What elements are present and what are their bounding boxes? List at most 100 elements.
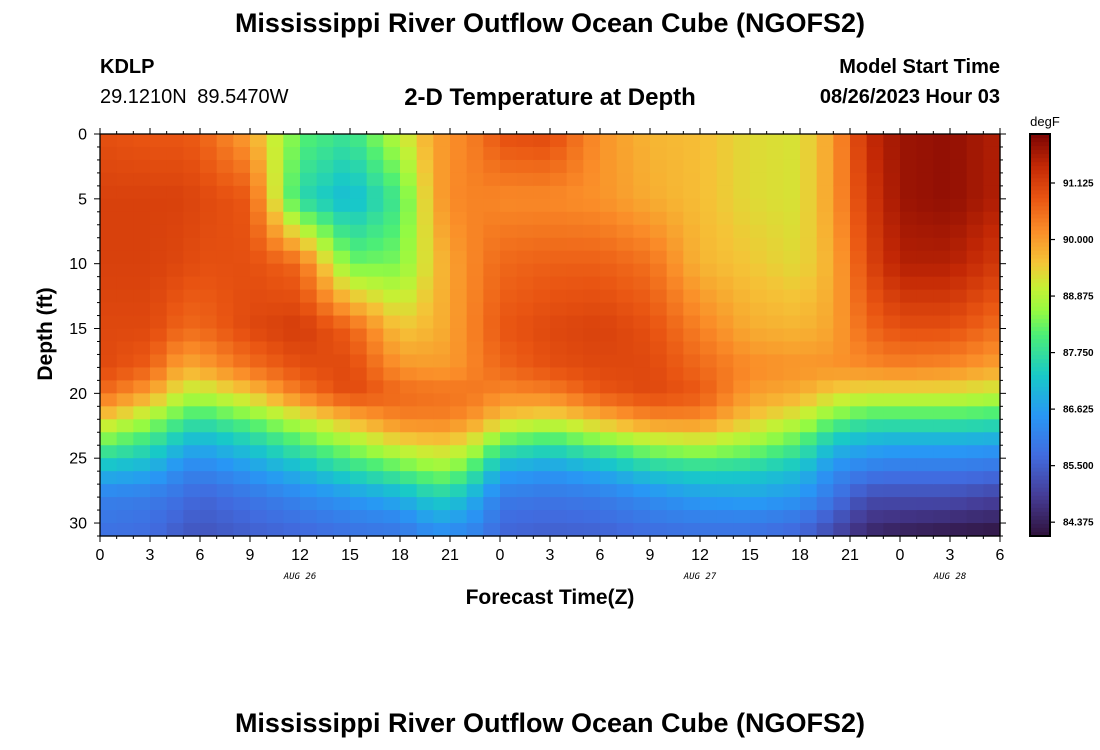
heatmap-cell (100, 341, 118, 356)
heatmap-cell (116, 367, 134, 381)
heatmap-cell (483, 432, 501, 446)
heatmap-cell (150, 134, 168, 148)
heatmap-cell (433, 159, 451, 174)
heatmap-cell (750, 250, 768, 265)
heatmap-cell (183, 224, 201, 239)
heatmap-cell (183, 419, 201, 433)
heatmap-cell (550, 380, 568, 394)
heatmap-cell (733, 484, 751, 498)
heatmap-cell (400, 263, 418, 278)
heatmap-cell (866, 224, 884, 239)
heatmap-cell (183, 523, 201, 537)
heatmap-cell (400, 276, 418, 291)
heatmap-cell (400, 406, 418, 420)
heatmap-cell (450, 263, 468, 278)
heatmap-cell (250, 250, 268, 265)
heatmap-cell (383, 315, 401, 330)
heatmap-cell (383, 146, 401, 161)
heatmap-cell (933, 263, 951, 278)
heatmap-cell (650, 471, 668, 485)
heatmap-cell (350, 315, 368, 330)
heatmap-cell (233, 471, 251, 485)
station-coordinates: 29.1210N 89.5470W (100, 86, 289, 108)
heatmap-cell (883, 237, 901, 252)
heatmap-cell (333, 341, 351, 356)
heatmap-cell (766, 315, 784, 330)
heatmap-cell (916, 198, 934, 213)
heatmap-cell (283, 484, 301, 498)
heatmap-cell (283, 289, 301, 304)
heatmap-cell (566, 198, 584, 213)
heatmap-cell (333, 393, 351, 407)
heatmap-cell (816, 302, 834, 317)
heatmap-cell (150, 237, 168, 252)
heatmap-cell (650, 445, 668, 459)
heatmap-cell (933, 393, 951, 407)
heatmap-cell (266, 198, 284, 213)
heatmap-cell (666, 302, 684, 317)
heatmap-cell (383, 159, 401, 174)
heatmap-cell (300, 458, 318, 472)
colorbar-swatch (1030, 503, 1050, 509)
heatmap-cell (433, 315, 451, 330)
heatmap-cell (233, 393, 251, 407)
heatmap-cell (483, 523, 501, 537)
heatmap-cell (400, 380, 418, 394)
colorbar-swatch (1030, 483, 1050, 489)
heatmap-cell (833, 367, 851, 381)
heatmap-cell (783, 406, 801, 420)
heatmap-cell (583, 289, 601, 304)
heatmap-cell (816, 237, 834, 252)
heatmap-cell (566, 289, 584, 304)
heatmap-cell (183, 198, 201, 213)
heatmap-cell (733, 393, 751, 407)
heatmap-cell (800, 302, 818, 317)
heatmap-cell (866, 134, 884, 148)
heatmap-cell (883, 380, 901, 394)
heatmap-cell (933, 523, 951, 537)
heatmap-cell (333, 237, 351, 252)
heatmap-cell (533, 185, 551, 200)
heatmap-cell (350, 406, 368, 420)
heatmap-cell (266, 276, 284, 291)
x-axis-label: Forecast Time(Z) (466, 586, 635, 609)
heatmap-cell (100, 224, 118, 239)
heatmap-cell (983, 198, 1001, 213)
heatmap-cell (766, 237, 784, 252)
heatmap-cell (133, 134, 151, 148)
heatmap-cell (600, 146, 618, 161)
heatmap-cell (283, 315, 301, 330)
colorbar-swatch (1030, 351, 1050, 356)
heatmap-cell (150, 328, 168, 343)
heatmap-cell (650, 419, 668, 433)
heatmap-cell (583, 159, 601, 174)
heatmap-cell (316, 315, 334, 330)
heatmap-cell (566, 341, 584, 356)
heatmap-cell (200, 367, 218, 381)
heatmap-cell (283, 172, 301, 187)
heatmap-cell (400, 146, 418, 161)
heatmap-cell (883, 328, 901, 343)
heatmap-cell (616, 289, 634, 304)
heatmap-cell (816, 146, 834, 161)
heatmap-cell (750, 263, 768, 278)
heatmap-cell (750, 185, 768, 200)
heatmap-cell (666, 523, 684, 537)
heatmap-cell (450, 354, 468, 369)
heatmap-cell (150, 393, 168, 407)
heatmap-cell (716, 354, 734, 369)
heatmap-cell (833, 406, 851, 420)
heatmap-cell (316, 367, 334, 381)
colorbar-swatch (1030, 266, 1050, 272)
heatmap-cell (316, 380, 334, 394)
heatmap-cell (600, 484, 618, 498)
heatmap-cell (433, 523, 451, 537)
heatmap-cell (366, 471, 384, 485)
heatmap-cell (750, 419, 768, 433)
heatmap-cell (183, 302, 201, 317)
heatmap-cell (450, 458, 468, 472)
heatmap-cell (700, 289, 718, 304)
heatmap-cell (116, 497, 134, 511)
heatmap-cell (883, 406, 901, 420)
heatmap-cell (966, 185, 984, 200)
